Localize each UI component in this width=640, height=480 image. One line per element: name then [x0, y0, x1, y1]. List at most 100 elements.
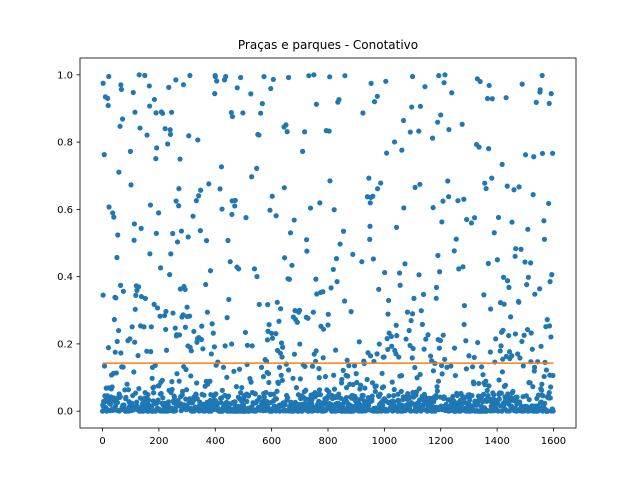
data-point	[510, 388, 516, 395]
data-point	[455, 198, 461, 204]
data-point	[282, 255, 288, 261]
data-point	[248, 379, 254, 385]
data-point	[492, 359, 498, 365]
data-point	[285, 74, 292, 81]
data-point	[124, 381, 130, 387]
data-point	[435, 252, 441, 259]
data-point	[533, 99, 539, 105]
data-point	[276, 364, 283, 370]
data-point	[118, 350, 124, 356]
data-point	[409, 355, 415, 361]
data-point	[449, 90, 455, 96]
data-point	[177, 286, 183, 292]
data-point	[383, 78, 389, 84]
data-point	[528, 330, 534, 336]
data-point	[239, 384, 245, 391]
data-point	[354, 379, 360, 386]
data-point	[207, 378, 213, 384]
data-point	[531, 368, 537, 374]
data-point	[466, 353, 472, 359]
data-point	[538, 343, 544, 349]
data-point	[528, 260, 534, 266]
data-point	[212, 91, 218, 97]
data-point	[344, 357, 350, 363]
data-point	[441, 394, 447, 400]
data-point	[487, 349, 493, 355]
data-point	[550, 372, 556, 379]
data-point	[270, 76, 276, 83]
data-point	[393, 224, 400, 230]
data-point	[367, 223, 373, 229]
data-point	[166, 84, 172, 90]
data-point	[317, 392, 323, 398]
data-point	[409, 311, 416, 317]
data-point	[549, 272, 555, 278]
data-point	[114, 338, 120, 345]
data-point	[522, 152, 529, 158]
data-point	[346, 363, 352, 369]
data-point	[451, 248, 457, 254]
y-tick-label: 0.6	[57, 205, 73, 216]
data-point	[350, 251, 356, 257]
data-point	[340, 228, 347, 234]
data-point	[453, 236, 459, 242]
data-point	[367, 353, 374, 359]
data-point	[378, 180, 384, 186]
data-point	[516, 299, 522, 305]
data-point	[518, 246, 524, 252]
data-point	[151, 301, 157, 307]
data-point	[412, 184, 418, 190]
data-point	[162, 126, 168, 132]
data-point	[132, 339, 138, 345]
data-point	[336, 391, 342, 397]
data-point	[254, 273, 260, 280]
data-point	[364, 376, 370, 383]
data-point	[419, 321, 426, 327]
data-point	[506, 332, 512, 339]
data-point	[316, 387, 323, 393]
y-tick-label: 1.0	[57, 70, 73, 81]
data-point	[408, 318, 414, 324]
data-point	[129, 324, 135, 330]
data-point	[163, 347, 170, 353]
data-point	[256, 394, 263, 400]
data-point	[254, 165, 260, 171]
data-point	[145, 391, 151, 398]
data-point	[236, 266, 242, 272]
data-point	[500, 327, 506, 333]
data-point	[519, 81, 525, 87]
data-point	[304, 248, 310, 254]
data-point	[506, 349, 513, 355]
data-point	[504, 183, 510, 189]
data-point	[331, 372, 337, 378]
data-point	[127, 336, 133, 342]
data-point	[268, 85, 274, 92]
data-point	[146, 83, 152, 89]
data-point	[233, 384, 240, 390]
data-point	[417, 103, 424, 109]
data-point	[467, 397, 473, 403]
data-point	[471, 354, 477, 361]
data-point	[182, 324, 188, 330]
data-point	[252, 391, 258, 397]
data-point	[541, 236, 548, 242]
data-point	[258, 364, 265, 370]
data-point	[180, 82, 187, 88]
data-point	[146, 397, 152, 403]
data-point	[263, 389, 269, 396]
data-point	[186, 133, 192, 139]
data-point	[314, 291, 320, 297]
scatter-points	[99, 72, 556, 414]
data-point	[204, 309, 210, 315]
data-point	[133, 292, 139, 298]
data-point	[529, 346, 535, 352]
data-point	[399, 147, 405, 153]
data-point	[265, 302, 271, 308]
data-point	[326, 128, 332, 134]
data-point	[391, 399, 397, 405]
data-point	[427, 353, 434, 359]
data-point	[212, 73, 218, 80]
data-point	[266, 322, 272, 328]
data-point	[500, 356, 506, 362]
data-point	[203, 281, 209, 288]
